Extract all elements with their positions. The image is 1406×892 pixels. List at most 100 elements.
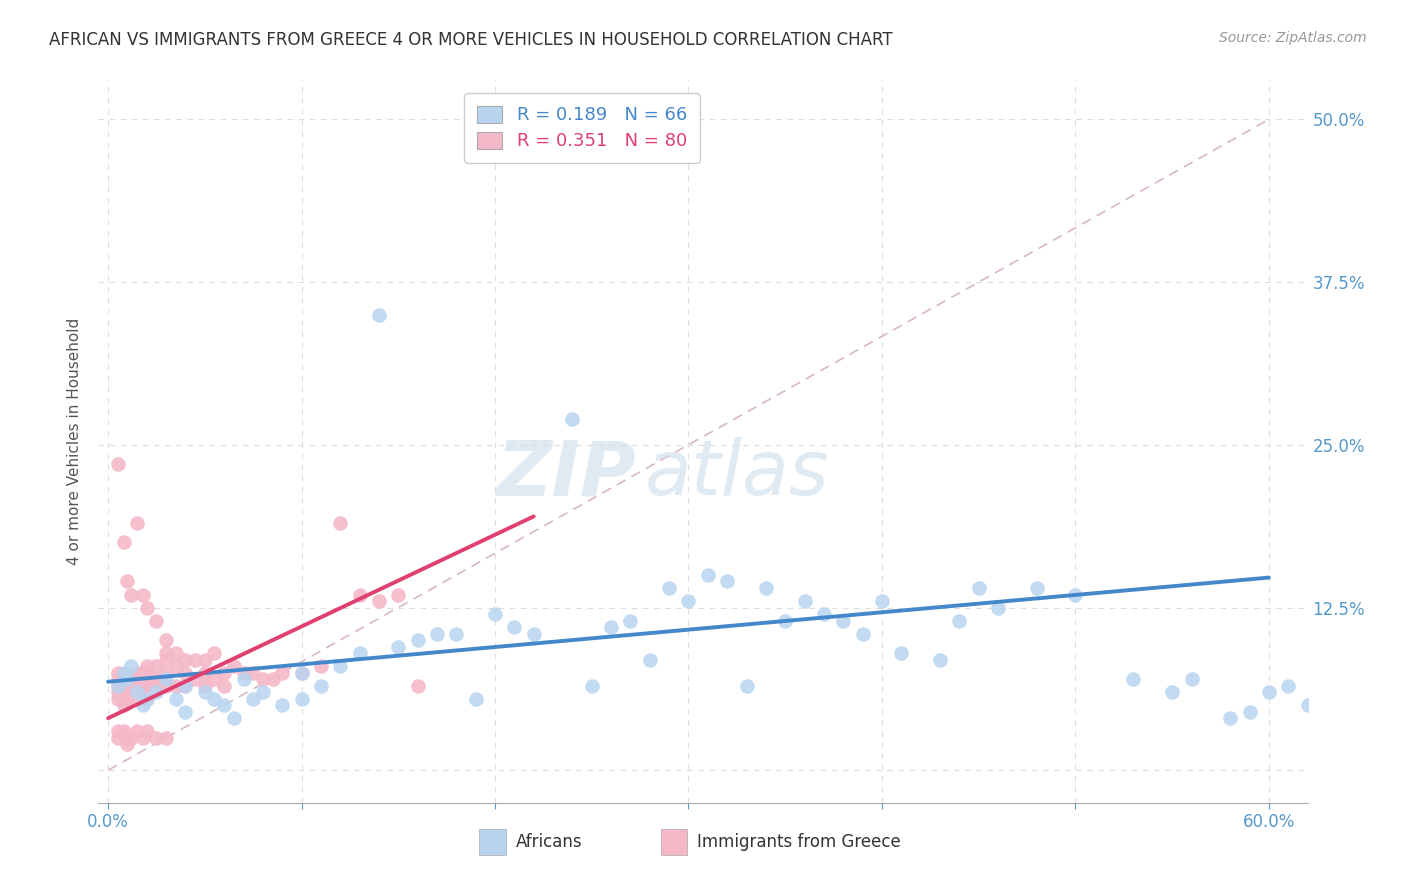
Point (329, 516, 352, 530)
Point (204, 646, 226, 660)
Point (107, 665, 129, 680)
Point (678, 594, 700, 608)
Point (309, 659, 332, 673)
Point (155, 731, 177, 745)
Point (194, 665, 217, 680)
Point (107, 679, 129, 693)
Text: Africans: Africans (516, 833, 582, 851)
Point (309, 679, 332, 693)
Point (349, 646, 371, 660)
Point (145, 672, 167, 686)
Point (242, 691, 264, 706)
Point (165, 691, 187, 706)
Point (1219, 711, 1241, 725)
Point (145, 731, 167, 745)
Point (349, 587, 371, 601)
Point (368, 594, 391, 608)
Text: AFRICAN VS IMMIGRANTS FROM GREECE 4 OR MORE VEHICLES IN HOUSEHOLD CORRELATION CH: AFRICAN VS IMMIGRANTS FROM GREECE 4 OR M… (49, 31, 893, 49)
Point (204, 691, 226, 706)
Point (132, 672, 155, 686)
Point (117, 685, 139, 699)
Point (262, 672, 284, 686)
Point (716, 574, 738, 589)
Point (658, 581, 681, 595)
Point (387, 640, 409, 654)
Point (117, 574, 139, 589)
Point (184, 652, 207, 666)
Point (135, 659, 157, 673)
Point (1296, 698, 1319, 713)
Point (145, 679, 167, 693)
Point (204, 672, 226, 686)
Point (127, 516, 149, 530)
Point (107, 724, 129, 739)
Point (987, 600, 1010, 615)
Point (1277, 679, 1299, 693)
Text: Immigrants from Greece: Immigrants from Greece (697, 833, 901, 851)
Point (252, 672, 274, 686)
Point (145, 659, 167, 673)
Point (135, 691, 157, 706)
Point (271, 665, 294, 680)
Point (194, 679, 217, 693)
Point (117, 737, 139, 751)
Point (735, 679, 758, 693)
Legend: R = 0.189   N = 66, R = 0.351   N = 80: R = 0.189 N = 66, R = 0.351 N = 80 (464, 93, 700, 163)
Point (117, 672, 139, 686)
Point (165, 646, 187, 660)
Point (107, 691, 129, 706)
Point (212, 698, 235, 713)
Point (232, 672, 254, 686)
Point (446, 626, 468, 640)
Point (523, 626, 546, 640)
Point (813, 607, 835, 621)
Point (135, 679, 157, 693)
Point (184, 672, 207, 686)
Point (755, 581, 778, 595)
Point (174, 679, 197, 693)
Point (145, 614, 167, 628)
Text: ZIP: ZIP (496, 437, 637, 511)
Point (1064, 587, 1087, 601)
Point (368, 308, 391, 322)
Point (387, 587, 409, 601)
Point (290, 691, 312, 706)
Point (112, 698, 135, 713)
Point (174, 679, 197, 693)
Point (107, 679, 129, 693)
Point (212, 679, 235, 693)
Point (329, 659, 352, 673)
Point (464, 691, 486, 706)
Point (1122, 672, 1144, 686)
Point (484, 607, 506, 621)
Point (638, 652, 661, 666)
Point (619, 614, 641, 628)
Point (135, 724, 157, 739)
Point (212, 665, 235, 680)
Point (290, 665, 312, 680)
Point (290, 665, 312, 680)
Point (194, 685, 217, 699)
Point (406, 633, 429, 648)
Point (252, 685, 274, 699)
Point (832, 614, 855, 628)
Point (127, 665, 149, 680)
Point (132, 665, 155, 680)
Point (117, 672, 139, 686)
Point (117, 691, 139, 706)
Point (174, 665, 197, 680)
Point (127, 691, 149, 706)
Point (120, 672, 142, 686)
Point (135, 691, 157, 706)
Point (127, 685, 149, 699)
Text: atlas: atlas (645, 437, 830, 511)
Point (242, 665, 264, 680)
Point (194, 652, 217, 666)
Point (120, 587, 142, 601)
Point (120, 679, 142, 693)
Point (1239, 705, 1261, 719)
Point (107, 458, 129, 472)
Point (107, 731, 129, 745)
Text: Source: ZipAtlas.com: Source: ZipAtlas.com (1219, 31, 1367, 45)
Point (132, 587, 155, 601)
